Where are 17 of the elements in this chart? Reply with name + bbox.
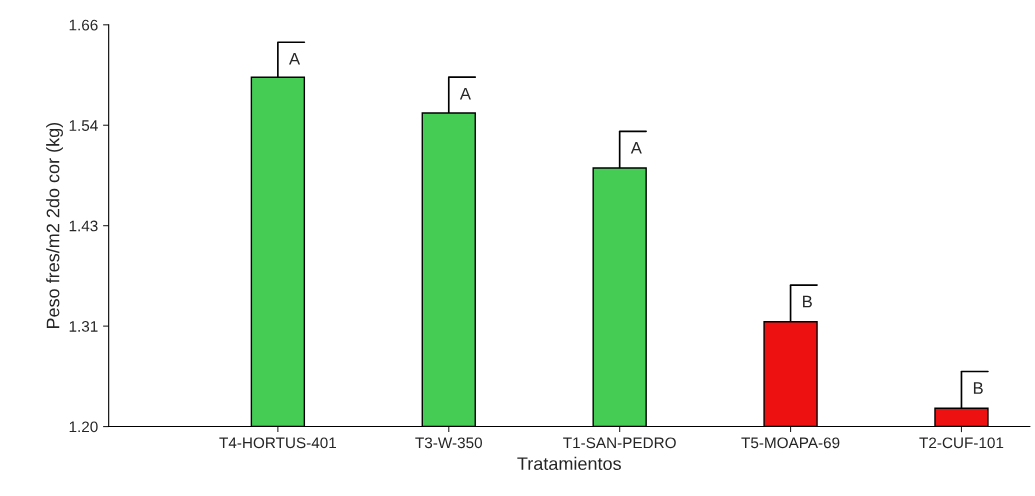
y-tick-label: 1.20	[69, 421, 98, 433]
x-tick-label: T4-HORTUS-401	[219, 437, 336, 449]
y-tick-label: 1.43	[69, 220, 98, 232]
x-tick-label: T3-W-350	[415, 437, 482, 449]
y-tick-label: 1.31	[69, 320, 98, 332]
x-tick-label: T2-CUF-101	[919, 437, 1004, 449]
annotation: A	[630, 142, 642, 154]
y-tick-label: 1.66	[69, 19, 98, 31]
annotation: B	[973, 382, 983, 394]
x-tick-label: T5-MOAPA-69	[741, 437, 840, 449]
annotation: A	[459, 87, 471, 100]
x-tick-label: T1-SAN-PEDRO	[563, 437, 676, 449]
y-tick-label: 1.54	[69, 120, 98, 131]
y-axis-title: Peso fres/m2 2do cor (kg)	[46, 122, 63, 329]
annotation: B	[803, 295, 812, 308]
annotation: A	[289, 53, 301, 65]
x-axis-title: Tratamientos	[517, 456, 621, 471]
